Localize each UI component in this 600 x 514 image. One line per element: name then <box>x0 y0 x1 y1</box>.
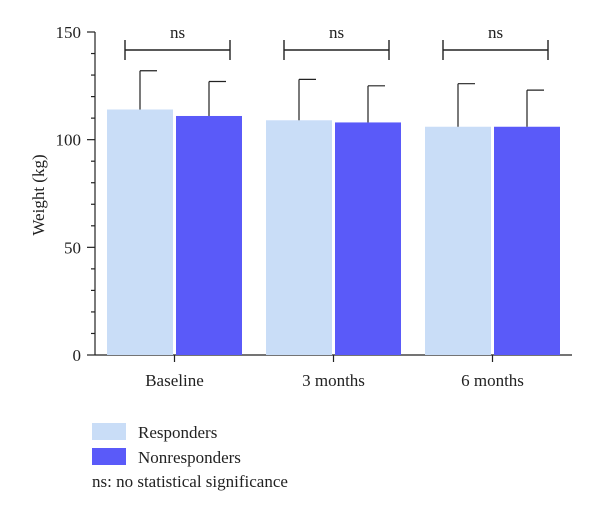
y-tick-label: 100 <box>56 131 82 150</box>
x-tick-label: Baseline <box>145 371 204 390</box>
bar-responders <box>425 126 491 355</box>
bar-nonresponders <box>335 122 401 355</box>
legend: Responders Nonresponders ns: no statisti… <box>92 423 288 491</box>
x-axis: Baseline 3 months 6 months <box>95 354 572 390</box>
x-tick-label: 6 months <box>461 371 524 390</box>
legend-note: ns: no statistical significance <box>92 472 288 491</box>
y-tick-label: 0 <box>73 346 82 365</box>
bar-nonresponders <box>176 115 242 355</box>
significance-label: ns <box>170 23 185 42</box>
bar-nonresponders <box>494 126 560 355</box>
legend-swatch-responders <box>92 423 126 440</box>
significance-brackets: ns ns ns <box>124 23 549 60</box>
bar-responders <box>107 109 173 356</box>
y-tick-label: 50 <box>64 238 81 257</box>
y-axis-label: Weight (kg) <box>29 154 48 235</box>
y-tick-label: 150 <box>56 23 82 42</box>
x-tick-label: 3 months <box>302 371 365 390</box>
legend-label-responders: Responders <box>138 423 217 442</box>
significance-label: ns <box>329 23 344 42</box>
legend-swatch-nonresponders <box>92 448 126 465</box>
bars <box>107 70 560 356</box>
bar-responders <box>266 120 332 355</box>
legend-label-nonresponders: Nonresponders <box>138 448 241 467</box>
y-axis: 0 50 100 150 <box>56 23 96 365</box>
significance-label: ns <box>488 23 503 42</box>
